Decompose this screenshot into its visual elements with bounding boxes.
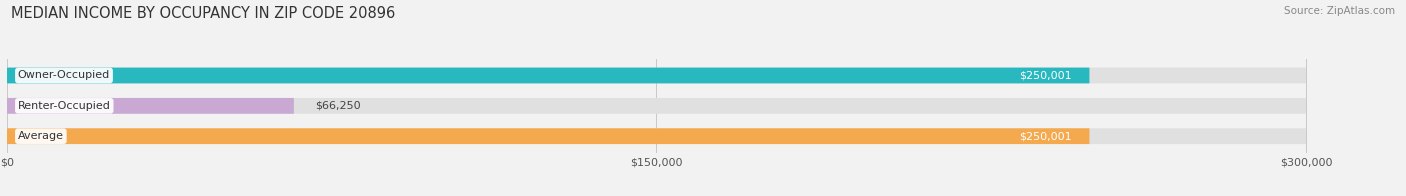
FancyBboxPatch shape bbox=[7, 68, 1090, 83]
Text: Renter-Occupied: Renter-Occupied bbox=[18, 101, 111, 111]
Text: $66,250: $66,250 bbox=[315, 101, 361, 111]
FancyBboxPatch shape bbox=[7, 128, 1090, 144]
Text: Average: Average bbox=[18, 131, 63, 141]
FancyBboxPatch shape bbox=[7, 98, 1306, 114]
Text: Owner-Occupied: Owner-Occupied bbox=[18, 71, 110, 81]
FancyBboxPatch shape bbox=[7, 98, 294, 114]
Text: $250,001: $250,001 bbox=[1019, 131, 1073, 141]
Text: Source: ZipAtlas.com: Source: ZipAtlas.com bbox=[1284, 6, 1395, 16]
FancyBboxPatch shape bbox=[7, 68, 1306, 83]
Text: $250,001: $250,001 bbox=[1019, 71, 1073, 81]
Text: MEDIAN INCOME BY OCCUPANCY IN ZIP CODE 20896: MEDIAN INCOME BY OCCUPANCY IN ZIP CODE 2… bbox=[11, 6, 395, 21]
FancyBboxPatch shape bbox=[7, 128, 1306, 144]
